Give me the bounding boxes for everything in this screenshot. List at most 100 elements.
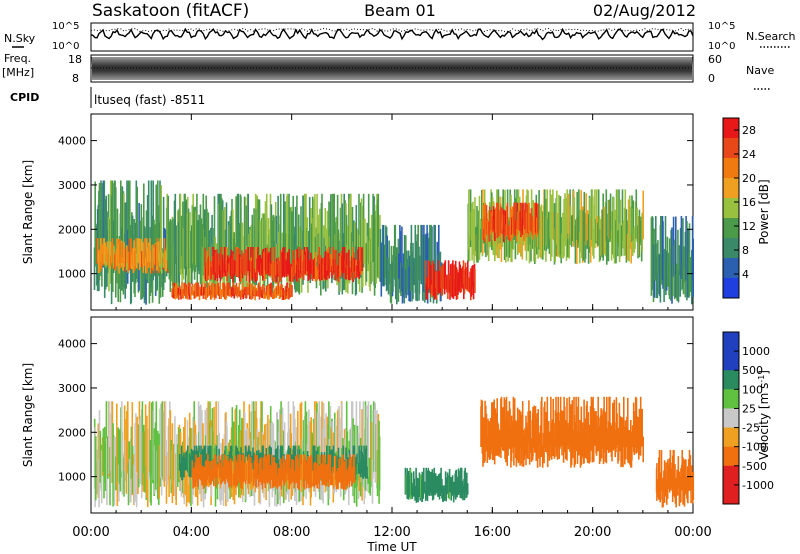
scatter-cell [333,455,336,485]
scatter-cell [433,224,435,280]
scatter-cell [568,234,570,259]
scatter-cell [523,209,526,242]
scatter-cell [407,470,410,500]
scatter-cell [176,225,178,283]
scatter-cell [460,268,463,288]
colorbar-segment [723,427,739,448]
scatter-cell [246,463,248,481]
scatter-cell [573,197,576,243]
scatter-cell [330,254,332,272]
scatter-cell [339,457,341,483]
scatter-cell [545,198,548,251]
scatter-cell [383,250,385,287]
scatter-cell [195,282,197,298]
scatter-cell [117,427,119,482]
freq-unit-label: [MHz] [2,66,34,79]
scatter-cell [581,209,583,259]
scatter-cell [614,209,616,257]
scatter-cell [292,195,294,274]
scatter-cell [483,204,485,230]
scatter-cell [161,249,163,274]
scatter-cell [156,238,159,267]
scatter-cell [379,229,382,282]
scatter-cell [105,246,108,262]
scatter-cell [556,412,558,454]
scatter-cell [620,225,623,256]
colorbar-tick-label: 12 [742,220,756,233]
scatter-cell [166,193,168,261]
scatter-cell [181,256,183,296]
scatter-cell [621,189,624,241]
scatter-cell [474,197,476,257]
scatter-cell [230,249,233,279]
scatter-cell [625,426,627,460]
scatter-cell [187,451,190,476]
nave-label: Nave [746,64,774,77]
scatter-cell [429,261,431,291]
scatter-cell [257,463,259,480]
colorbar-segment [723,408,739,429]
scatter-cell [305,193,307,261]
scatter-cell [271,292,274,299]
scatter-cell [210,445,212,469]
scatter-cell [190,460,192,507]
colorbar-tick-label: 500 [742,364,763,377]
scatter-cell [189,427,192,476]
colorbar-segment [723,218,739,239]
scatter-cell [106,438,108,506]
scatter-cell [301,454,303,480]
scatter-cell [563,198,565,257]
scatter-cell [604,412,607,462]
colorbar-segment [723,238,739,259]
colorbar-tick-label: -100 [742,441,767,454]
scatter-cell [489,206,491,242]
scatter-cell [484,202,487,239]
scatter-cell [451,475,454,496]
scatter-cell [209,290,212,300]
scatter-cell [250,257,252,280]
scatter-cell [421,471,424,502]
scatter-cell [325,464,328,487]
scatter-cell [537,409,539,446]
scatter-cell [252,249,255,278]
scatter-cell [572,429,574,459]
scatter-cell [344,200,346,290]
scatter-cell [480,399,483,445]
scatter-cell [185,466,188,507]
scatter-cell [413,478,415,493]
scatter-cell [370,422,373,481]
freq-tick-bottom: 8 [72,72,79,85]
scatter-cell [618,402,621,447]
scatter-cell [690,478,692,504]
scatter-cell [259,220,261,286]
scatter-cell [314,194,316,269]
scatter-cell [288,454,291,485]
scatter-cell [348,267,351,280]
velocity-y-axis-label: Slant Range [km] [21,363,35,467]
scatter-cell [424,490,427,501]
scatter-cell [277,257,280,274]
colorbar-frame [722,117,740,299]
scatter-cell [203,286,205,295]
scatter-cell [632,200,635,241]
scatter-cell [560,410,563,445]
scatter-cell [317,214,320,277]
scatter-cell [147,180,150,270]
scatter-cell [123,193,125,272]
scatter-cell [148,401,151,473]
scatter-cell [535,417,537,461]
scatter-cell [100,450,103,504]
scatter-cell [330,464,333,476]
scatter-cell [157,430,159,500]
scatter-cell [507,224,509,262]
scatter-cell [302,195,304,285]
scatter-cell [237,454,239,479]
scatter-cell [586,210,589,241]
scatter-cell [311,457,313,488]
scatter-cell [186,196,189,286]
scatter-cell [409,469,412,500]
scatter-cell [660,450,663,491]
scatter-cell [147,247,149,263]
colorbar-tick-label: 100 [742,383,763,396]
scatter-cell [506,202,509,235]
